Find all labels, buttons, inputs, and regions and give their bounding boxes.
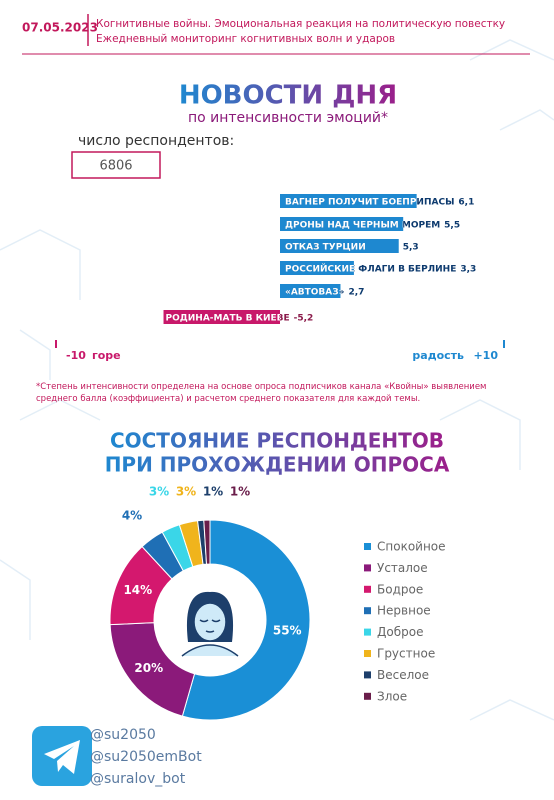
bar [280,284,341,298]
legend-swatch [364,692,371,700]
pie-title: ПРИ ПРОХОЖДЕНИИ ОПРОСА [105,453,450,477]
value-label: -5,2 [294,314,314,324]
respondents-box [71,151,161,179]
value-label: 6,1 [458,198,474,208]
bar [280,239,399,253]
legend-label: Веселое [377,668,429,682]
bar-label: ВАГНЕР ПОЛУЧИТ БОЕПРИПАСЫ [285,198,454,208]
handle: @su2050 [90,727,156,743]
bar-label: «АВТОВАЗ» [285,288,345,298]
legend-label: Бодрое [377,582,423,596]
pie-slice [181,519,311,721]
legend-swatch [364,671,371,679]
x-tick-label: -10 [66,349,86,362]
value-label: 3% [149,485,169,499]
bar [280,217,404,231]
legend-label: Усталое [377,561,428,575]
bar-label: ОТКАЗ ТУРЦИИ [285,243,366,253]
header-title: Когнитивные войны. Эмоциональная реакция… [96,18,505,30]
bar [163,310,280,324]
legend-swatch [364,564,371,572]
annotation: радость [412,349,464,362]
legend-label: Грустное [377,647,435,661]
value-label: 3,3 [460,265,476,275]
value-label: 55% [273,623,302,637]
legend-label: Злое [377,689,407,703]
bar-label: ДРОНЫ НАД ЧЕРНЫМ МОРЕМ [285,221,440,231]
bar-label: ДРОНЫ НАД ЧЕРНЫМ МОРЕМ [285,221,440,231]
handle: @suralov_bot [90,771,186,787]
value-label: 20% [134,661,163,675]
legend-swatch [364,628,371,636]
value-label: 3% [176,485,196,499]
footnote: *Степень интенсивности определена на осн… [36,382,487,404]
bar-label: РОДИНА-МАТЬ В КИЕВЕ [166,314,290,324]
bar-label: РОДИНА-МАТЬ В КИЕВЕ [166,314,290,324]
pie-title: СОСТОЯНИЕ РЕСПОНДЕНТОВ [110,429,444,453]
value-label: 4% [122,509,142,523]
value-label: 2,7 [348,288,364,298]
date: 07.05.2023 [22,21,98,35]
bar-label: ОТКАЗ ТУРЦИИ [285,243,366,253]
legend-label: Доброе [377,625,423,639]
bar-subtitle: по интенсивности эмоций* [188,110,388,126]
value-label: 1% [230,485,250,499]
value-label: 1% [203,485,223,499]
legend-label: Спокойное [377,540,446,554]
eyes [199,619,221,633]
header-subtitle: Ежедневный мониторинг когнитивных волн и… [96,33,395,45]
respondents-label: число респондентов: [78,133,234,149]
legend-swatch [364,650,371,657]
legend-swatch [364,543,371,550]
face-icon [170,580,250,660]
legend-label: Нервное [377,604,431,618]
legend-swatch [364,607,371,615]
annotation: горе [92,349,121,362]
value-label: 5,5 [444,221,460,231]
bar-title: НОВОСТИ ДНЯ [179,81,397,111]
bar-label: РОССИЙСКИЕ ФЛАГИ В БЕРЛИНЕ [285,263,456,275]
legend-swatch [364,585,371,593]
value-label: 5,3 [403,243,419,253]
bar [280,261,354,275]
value-label: 14% [123,583,152,597]
telegram-icon [32,726,92,786]
background-network [0,39,554,721]
bar-label: «АВТОВАЗ» [285,288,345,298]
bar-label: ВАГНЕР ПОЛУЧИТ БОЕПРИПАСЫ [285,198,454,208]
bar [280,194,417,208]
handle: @su2050emBot [90,749,202,765]
shoulders [181,644,239,657]
pie-slice [203,519,211,565]
x-tick-label: +10 [473,349,498,362]
face [193,602,227,642]
respondents: 6806 [99,159,132,174]
bar-label: РОССИЙСКИЕ ФЛАГИ В БЕРЛИНЕ [285,263,456,275]
